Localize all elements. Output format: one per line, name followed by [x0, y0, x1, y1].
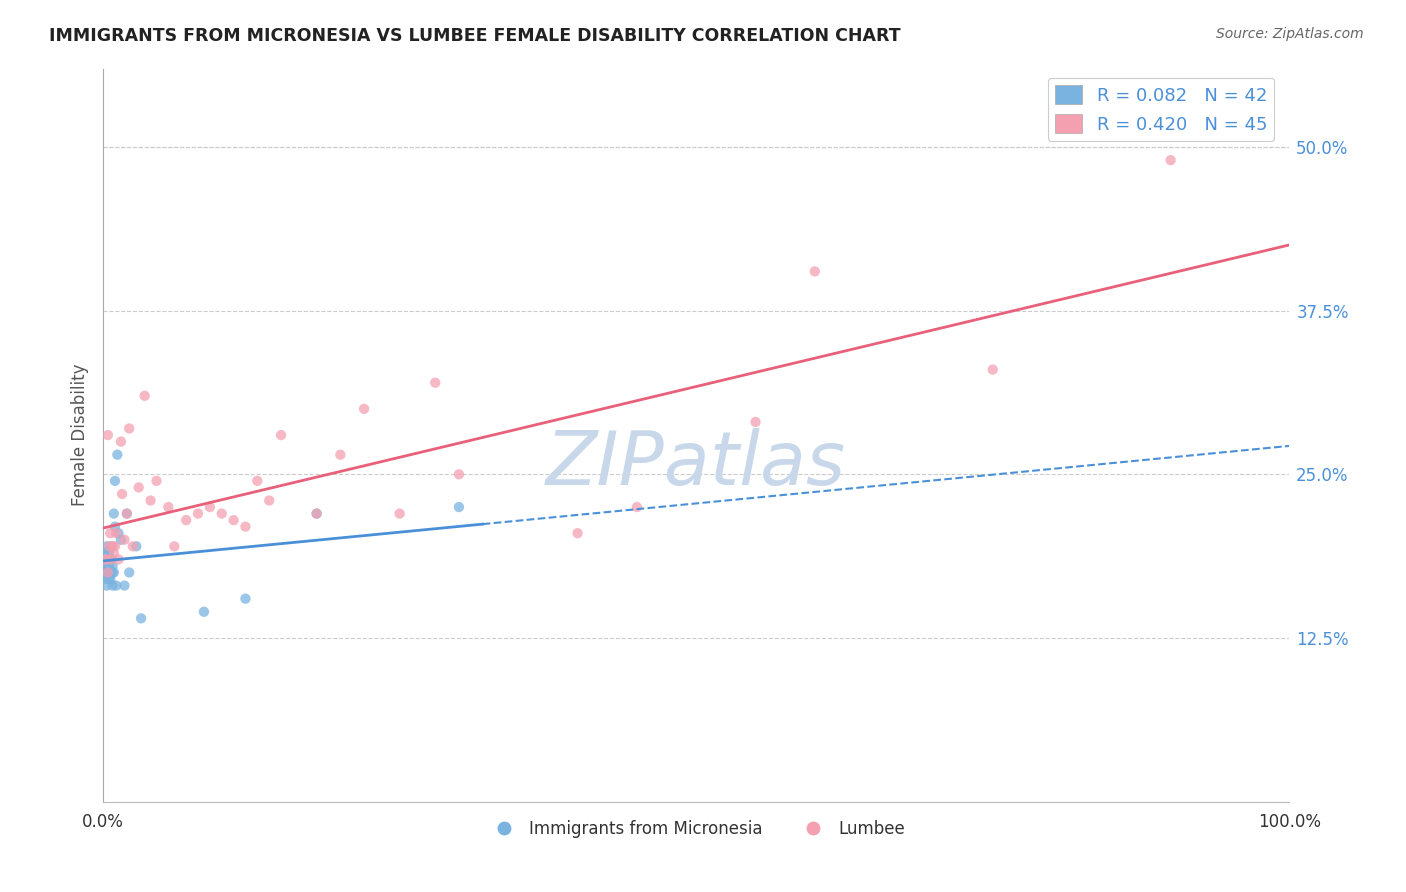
Point	[193, 605, 215, 619]
Point	[101, 578, 124, 592]
Point	[101, 566, 124, 580]
Point	[103, 546, 125, 560]
Point	[98, 539, 121, 553]
Point	[101, 539, 124, 553]
Point	[104, 519, 127, 533]
Point	[105, 448, 128, 462]
Point	[115, 507, 138, 521]
Point	[96, 552, 118, 566]
Point	[353, 401, 375, 416]
Point	[98, 572, 121, 586]
Point	[107, 526, 129, 541]
Point	[114, 578, 136, 592]
Point	[329, 448, 352, 462]
Point	[105, 526, 128, 541]
Point	[96, 578, 118, 592]
Point	[94, 558, 117, 573]
Point	[97, 552, 120, 566]
Point	[104, 474, 127, 488]
Point	[235, 591, 257, 606]
Point	[626, 500, 648, 514]
Point	[94, 546, 117, 560]
Point	[97, 566, 120, 580]
Point	[115, 507, 138, 521]
Point	[145, 474, 167, 488]
Point	[98, 552, 121, 566]
Point	[98, 566, 121, 580]
Point	[105, 578, 128, 592]
Point	[98, 546, 121, 560]
Text: Source: ZipAtlas.com: Source: ZipAtlas.com	[1216, 27, 1364, 41]
Point	[110, 533, 132, 547]
Point	[305, 507, 328, 521]
Text: IMMIGRANTS FROM MICRONESIA VS LUMBEE FEMALE DISABILITY CORRELATION CHART: IMMIGRANTS FROM MICRONESIA VS LUMBEE FEM…	[49, 27, 901, 45]
Point	[97, 566, 120, 580]
Point	[174, 513, 197, 527]
Point	[114, 533, 136, 547]
Point	[125, 539, 148, 553]
Point	[100, 539, 122, 553]
Point	[94, 572, 117, 586]
Text: ZIPatlas: ZIPatlas	[546, 428, 846, 500]
Point	[96, 566, 118, 580]
Point	[447, 467, 470, 482]
Point	[187, 507, 209, 521]
Point	[447, 500, 470, 514]
Point	[121, 539, 143, 553]
Point	[139, 493, 162, 508]
Point	[222, 513, 245, 527]
Point	[118, 566, 141, 580]
Point	[981, 362, 1004, 376]
Point	[425, 376, 447, 390]
Point	[305, 507, 328, 521]
Point	[1160, 153, 1182, 168]
Point	[97, 566, 120, 580]
Legend: Immigrants from Micronesia, Lumbee: Immigrants from Micronesia, Lumbee	[481, 814, 911, 845]
Point	[104, 539, 127, 553]
Point	[100, 552, 122, 566]
Point	[198, 500, 221, 514]
Point	[96, 552, 118, 566]
Point	[129, 611, 152, 625]
Point	[118, 421, 141, 435]
Point	[128, 480, 150, 494]
Point	[257, 493, 280, 508]
Point	[163, 539, 186, 553]
Point	[97, 546, 120, 560]
Point	[111, 487, 134, 501]
Point	[804, 264, 827, 278]
Point	[270, 428, 292, 442]
Point	[94, 552, 117, 566]
Point	[98, 526, 121, 541]
Point	[97, 428, 120, 442]
Point	[388, 507, 411, 521]
Point	[103, 566, 125, 580]
Point	[103, 507, 125, 521]
Point	[98, 572, 121, 586]
Y-axis label: Female Disability: Female Disability	[72, 364, 89, 507]
Point	[93, 566, 115, 580]
Point	[110, 434, 132, 449]
Point	[96, 539, 118, 553]
Point	[97, 558, 120, 573]
Point	[211, 507, 233, 521]
Point	[567, 526, 589, 541]
Point	[107, 552, 129, 566]
Point	[157, 500, 180, 514]
Point	[100, 552, 122, 566]
Point	[98, 558, 121, 573]
Point	[98, 566, 121, 580]
Point	[744, 415, 766, 429]
Point	[235, 519, 257, 533]
Point	[246, 474, 269, 488]
Point	[101, 558, 124, 573]
Point	[134, 389, 156, 403]
